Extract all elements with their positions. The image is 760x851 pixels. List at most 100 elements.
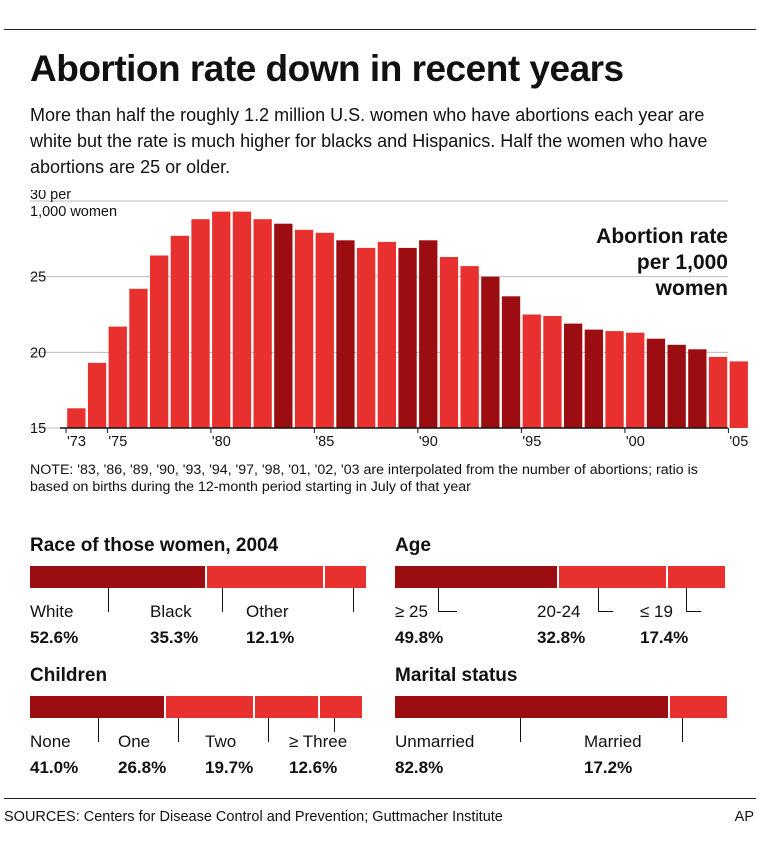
- children-section-title: Children: [30, 665, 108, 686]
- bar-1990: [419, 240, 438, 428]
- marital-unmarried-label: Unmarried: [395, 732, 475, 751]
- sources-line: SOURCES: Centers for Disease Control and…: [4, 809, 503, 825]
- age-proportion-bar: [395, 566, 725, 588]
- race-section-title: Race of those women, 2004: [30, 535, 279, 556]
- children-proportion-bar: [30, 696, 362, 718]
- marital-segment-2: [669, 696, 727, 718]
- bar-1989: [398, 247, 417, 428]
- children-segment-1: [30, 696, 166, 718]
- race-white-pct: 52.6%: [30, 628, 79, 647]
- age-25plus-pct: 49.8%: [395, 628, 444, 647]
- race-proportion-bar: [30, 566, 366, 588]
- y-tick-label-25: 25: [30, 270, 46, 286]
- y-tick-label-30: 30 per: [30, 190, 71, 203]
- marital-married-leader: [682, 718, 683, 742]
- age-segment-3: [667, 566, 725, 588]
- children-two-leader: [268, 718, 269, 742]
- bar-2000: [626, 332, 645, 428]
- bar-1982: [253, 219, 272, 428]
- bar-2004: [708, 356, 728, 428]
- children-one-leader: [178, 718, 179, 742]
- children-none-pct: 41.0%: [30, 758, 79, 777]
- race-white-label: White: [30, 602, 74, 621]
- marital-section-title: Marital status: [395, 665, 518, 686]
- marital-unmarried-pct: 82.8%: [395, 758, 444, 777]
- marital-married-label: Married: [584, 732, 642, 751]
- chart-inner-title-line-1: Abortion rate: [596, 225, 728, 248]
- race-other-pct: 12.1%: [246, 628, 295, 647]
- children-none-leader: [98, 718, 99, 742]
- age-section-title: Age: [395, 535, 431, 556]
- race-segment-3: [325, 566, 366, 588]
- y-tick-label-20: 20: [30, 345, 46, 361]
- chart-inner-title-line-3: women: [655, 277, 728, 300]
- children-one-label: One: [118, 732, 151, 751]
- bar-2003: [688, 349, 707, 428]
- bar-1981: [232, 211, 252, 428]
- bar-1977: [150, 255, 169, 428]
- marital-unmarried-leader: [520, 718, 521, 742]
- marital-segment-1: [395, 696, 670, 718]
- bar-1997: [564, 323, 583, 428]
- bar-1996: [543, 316, 562, 428]
- children-none-label: None: [30, 732, 71, 751]
- bar-2001: [646, 338, 666, 428]
- bar-1983: [274, 223, 293, 428]
- bar-1978: [170, 235, 189, 428]
- children-segment-2: [165, 696, 255, 718]
- age-under19-label: ≤ 19: [640, 602, 673, 621]
- age-under19-pct: 17.4%: [640, 628, 689, 647]
- x-tick-label-1980: '80: [212, 434, 231, 450]
- top-rule: [4, 29, 756, 30]
- x-tick-label-1985: '85: [315, 434, 334, 450]
- children-two-label: Two: [205, 732, 237, 751]
- marital-married-pct: 17.2%: [584, 758, 633, 777]
- bar-1984: [294, 229, 314, 428]
- children-three-label: ≥ Three: [289, 732, 348, 751]
- bar-1992: [460, 266, 479, 428]
- x-tick-label-2000: '00: [626, 434, 645, 450]
- y-tick-label-15: 15: [30, 421, 46, 437]
- credit-line: AP: [734, 809, 754, 825]
- bar-1998: [584, 329, 603, 428]
- age-25plus-leader: [438, 588, 457, 612]
- y-axis-unit-label: 1,000 women: [30, 204, 117, 220]
- race-other-leader: [353, 588, 354, 612]
- age-20-24-leader: [598, 588, 613, 612]
- age-under19-leader: [686, 588, 701, 612]
- chart-inner-title-line-2: per 1,000: [637, 251, 728, 274]
- chart-subtitle: More than half the roughly 1.2 million U…: [30, 105, 708, 177]
- bar-1993: [481, 276, 500, 428]
- x-tick-label-2005: '05: [729, 434, 748, 450]
- children-three-leader: [334, 718, 335, 732]
- bar-1986: [336, 240, 355, 428]
- bar-1995: [522, 314, 541, 428]
- chart-title: Abortion rate down in recent years: [30, 48, 624, 89]
- bar-2002: [667, 344, 686, 428]
- race-black-label: Black: [150, 602, 192, 621]
- race-other-label: Other: [246, 602, 289, 621]
- children-segment-4: [320, 696, 362, 718]
- race-segment-1: [30, 566, 207, 588]
- bar-1994: [501, 296, 521, 428]
- children-one-pct: 26.8%: [118, 758, 167, 777]
- age-segment-1: [395, 566, 560, 588]
- x-tick-label-1995: '95: [522, 434, 541, 450]
- bar-1975: [108, 326, 127, 428]
- bar-1987: [357, 247, 376, 428]
- bar-2005: [729, 361, 748, 428]
- age-segment-2: [559, 566, 668, 588]
- bar-1991: [439, 257, 459, 428]
- children-three-pct: 12.6%: [289, 758, 338, 777]
- bar-1973: [67, 408, 86, 428]
- bottom-rule: [4, 798, 756, 799]
- race-black-leader: [222, 588, 223, 612]
- children-segment-3: [254, 696, 321, 718]
- race-white-leader: [108, 588, 109, 612]
- bar-1980: [212, 211, 231, 428]
- bar-1988: [377, 241, 396, 428]
- bar-1985: [315, 232, 334, 428]
- age-20-24-label: 20-24: [537, 602, 581, 621]
- bar-1974: [87, 362, 107, 428]
